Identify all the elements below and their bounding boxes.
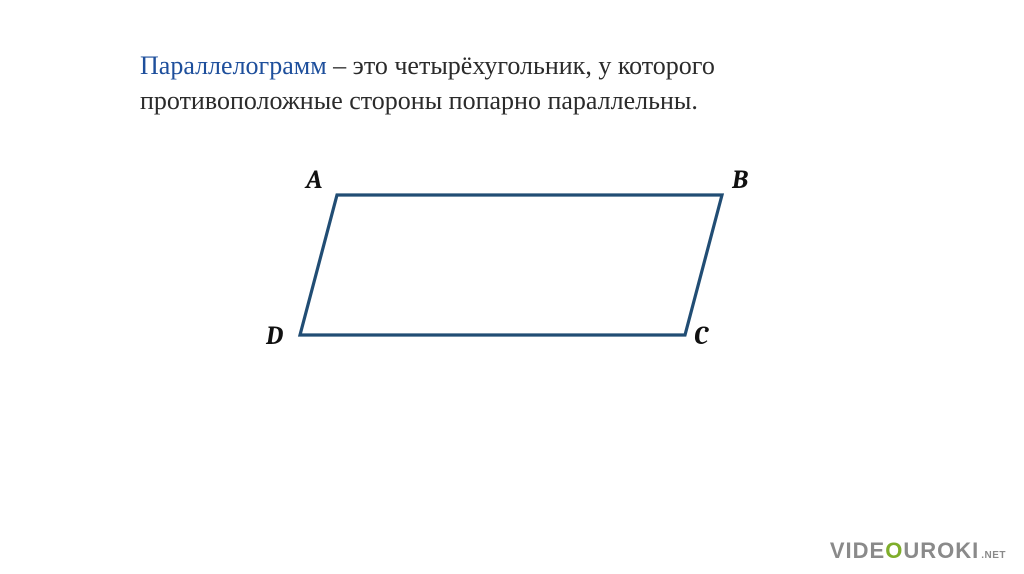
parallelogram-diagram: A B C D <box>262 165 762 385</box>
vertex-label-c: C <box>694 321 708 351</box>
vertex-label-d: D <box>266 321 283 351</box>
vertex-label-a: A <box>306 165 322 195</box>
vertex-label-b: B <box>732 165 748 195</box>
watermark: VIDEOUROKI .NET <box>830 538 1006 564</box>
watermark-suffix: .NET <box>981 550 1006 561</box>
definition-text: Параллелограмм – это четырёхугольник, у … <box>140 48 904 118</box>
parallelogram-shape <box>300 195 722 335</box>
watermark-accent: O <box>885 538 903 563</box>
watermark-main: VIDEOUROKI <box>830 538 979 564</box>
parallelogram-svg <box>262 165 762 385</box>
definition-term: Параллелограмм <box>140 51 327 80</box>
